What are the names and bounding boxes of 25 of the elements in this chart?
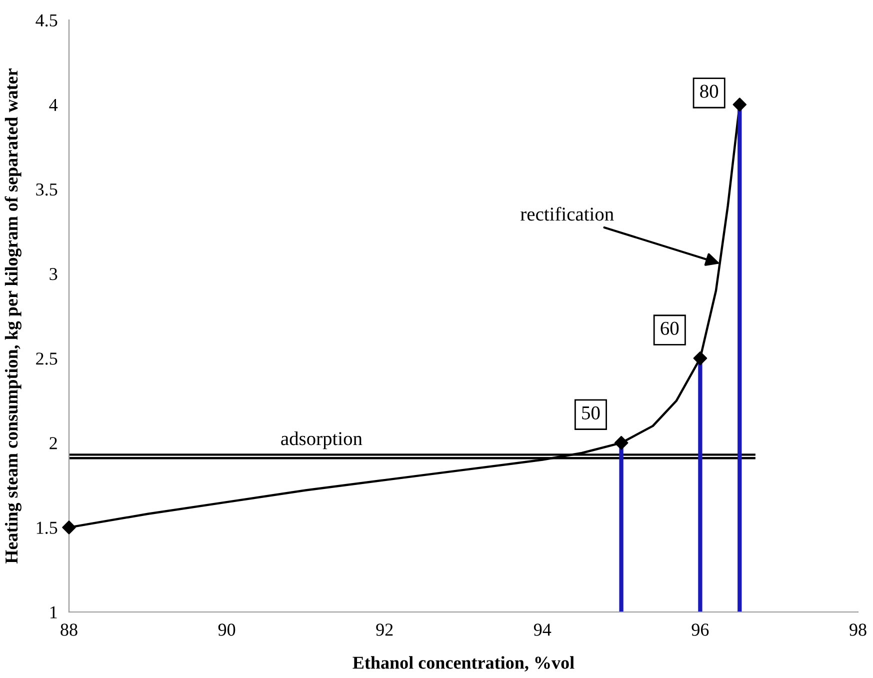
y-tick-label: 3: [50, 268, 58, 280]
x-tick-label: 90: [218, 624, 236, 636]
x-tick-label: 92: [376, 624, 393, 636]
x-tick-label: 88: [60, 624, 78, 636]
y-tick-label: 1: [50, 606, 57, 618]
x-tick-label: 96: [692, 624, 709, 636]
x-tick-label: 98: [850, 624, 866, 636]
y-axis-title: Heating steam consumption, kg per kilogram of separated water: [4, 68, 22, 564]
x-tick-label: 94: [534, 624, 552, 636]
y-tick-label: 2.5: [36, 352, 58, 365]
y-tick-label: 4: [49, 98, 58, 111]
point: [62, 520, 76, 534]
annotation: rectification: [520, 206, 614, 221]
y-tick-label: 3.5: [36, 183, 58, 196]
point: [693, 351, 708, 366]
annotation: 80: [700, 84, 718, 98]
y-tick-label: 4.5: [36, 14, 58, 27]
annotation: 60: [660, 322, 679, 335]
point: [732, 98, 747, 112]
x-axis-title: Ethanol concentration, %vol: [352, 656, 574, 672]
y-tick-label: 2: [50, 437, 57, 450]
annotation: adsorption: [281, 432, 362, 450]
annotation: 50: [582, 406, 600, 420]
point: [614, 436, 628, 450]
y-tick-label: 1.5: [36, 522, 58, 534]
